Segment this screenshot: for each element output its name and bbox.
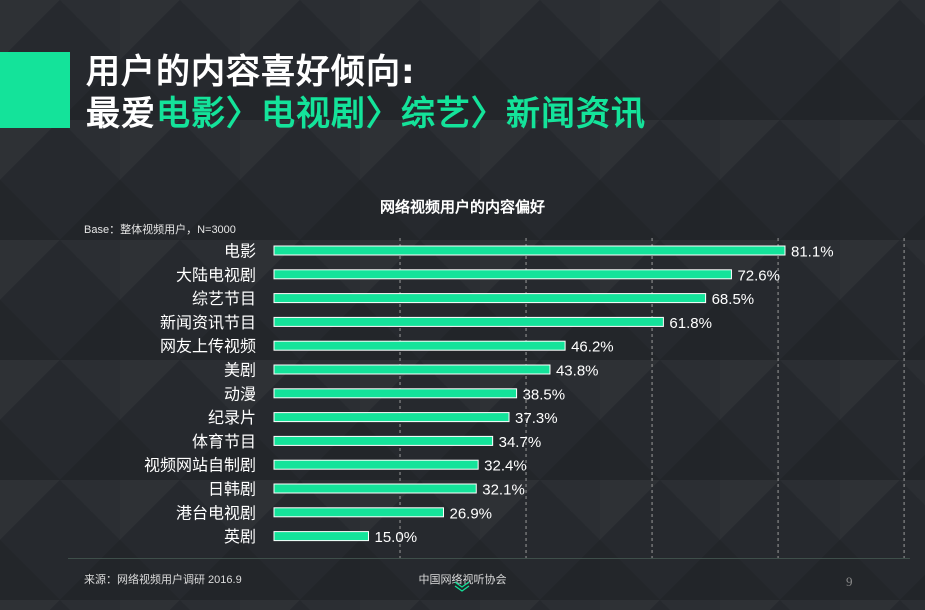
bar	[273, 483, 477, 494]
value-label: 81.1%	[791, 244, 834, 261]
bar	[273, 269, 732, 280]
organization-name: 中国网络视听协会	[418, 574, 507, 586]
bar	[273, 435, 494, 446]
bar	[273, 316, 664, 327]
page-number: 9	[846, 574, 853, 589]
page-title: 用户的内容喜好倾向: 最爱电影〉电视剧〉综艺〉新闻资讯	[86, 52, 646, 136]
bar-chart: 电影 81.1% 大陆电视剧 72.6% 综艺节目 68.5% 新闻资讯节目 61.8% 网友上…	[144, 238, 905, 558]
value-label: 32.1%	[482, 482, 525, 499]
category-label: 动漫	[224, 384, 256, 403]
title-line-2-highlight: 电影〉电视剧〉综艺〉新闻资讯	[156, 94, 646, 134]
value-label: 38.5%	[523, 386, 566, 403]
value-label: 68.5%	[712, 291, 755, 308]
bar	[273, 459, 479, 470]
category-label: 体育节目	[192, 432, 256, 451]
chevron-down-icon	[454, 581, 470, 592]
value-label: 15.0%	[375, 529, 418, 546]
category-label: 纪录片	[208, 408, 256, 427]
bar	[273, 412, 510, 423]
category-label: 新闻资讯节目	[160, 313, 256, 332]
bar	[273, 245, 786, 256]
title-line-1: 用户的内容喜好倾向:	[86, 52, 416, 92]
base-note: Base：整体视频用户，N=3000	[84, 224, 236, 236]
title-line-2: 最爱电影〉电视剧〉综艺〉新闻资讯	[86, 94, 646, 136]
category-label: 大陆电视剧	[176, 265, 256, 284]
bar	[273, 293, 707, 304]
category-label: 日韩剧	[208, 480, 256, 499]
chart-title: 网络视频用户的内容偏好	[379, 198, 545, 216]
source-note: 来源：网络视频用户调研 2016.9	[84, 574, 242, 586]
value-label: 26.9%	[449, 505, 492, 522]
category-label: 电影	[224, 242, 256, 261]
value-label: 61.8%	[669, 315, 712, 332]
title-line-2-prefix: 最爱	[86, 94, 156, 134]
value-label: 43.8%	[556, 363, 599, 380]
accent-bar	[0, 52, 70, 128]
category-label: 视频网站自制剧	[144, 456, 256, 475]
bar	[273, 531, 370, 542]
bar	[273, 364, 551, 375]
category-label: 港台电视剧	[176, 503, 256, 522]
footer-divider	[68, 558, 910, 559]
bar	[273, 388, 518, 399]
value-label: 37.3%	[515, 410, 558, 427]
value-label: 72.6%	[737, 267, 780, 284]
value-label: 34.7%	[499, 434, 542, 451]
bar	[273, 340, 566, 351]
category-label: 英剧	[224, 527, 256, 546]
value-label: 32.4%	[484, 458, 527, 475]
bar	[273, 507, 444, 518]
value-label: 46.2%	[571, 339, 614, 356]
category-label: 美剧	[224, 361, 256, 380]
category-label: 网友上传视频	[160, 337, 256, 356]
category-label: 综艺节目	[192, 289, 256, 308]
